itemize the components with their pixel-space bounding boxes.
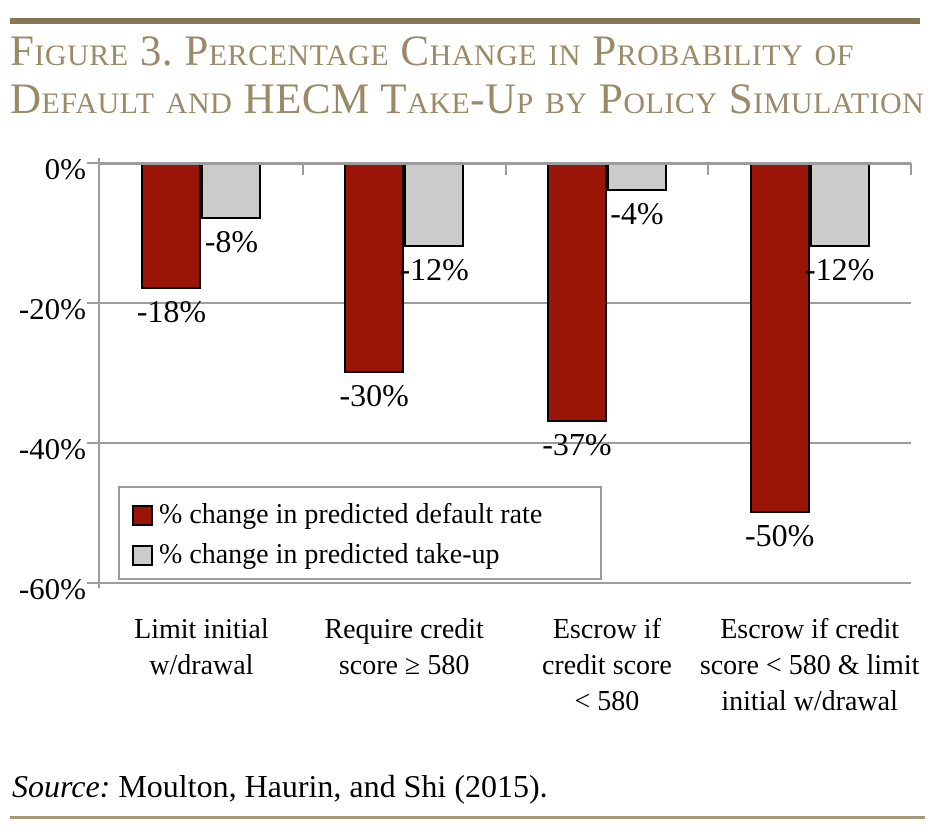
legend-item-take-up: % change in predicted take-up: [132, 535, 600, 575]
y-axis-tick: [87, 302, 100, 304]
legend-item-default-rate: % change in predicted default rate: [132, 495, 600, 535]
category-boundary-tick: [910, 163, 912, 175]
source-text: Moulton, Haurin, and Shi (2015).: [110, 768, 548, 804]
category-label-1: Limit initial w/drawal: [134, 614, 269, 681]
y-axis-tick: [87, 162, 100, 164]
gridline--60%: [100, 582, 911, 584]
category-label-4: Escrow if credit score < 580 & limit ini…: [699, 614, 920, 717]
bar-value-label: -12%: [804, 251, 875, 287]
default-rate-swatch-icon: [132, 504, 153, 526]
bar-value-label: -18%: [136, 293, 207, 329]
y-tick-label: -20%: [18, 291, 86, 326]
category-boundary-tick: [504, 163, 507, 175]
take-up-bar-1: [201, 163, 262, 219]
default-rate-bar-4: [749, 163, 810, 513]
figure-title: Figure 3. Percentage Change in Probabili…: [10, 28, 940, 124]
y-axis-tick: [87, 442, 100, 444]
take-up-bar-4: [809, 163, 870, 247]
category-boundary-tick: [707, 163, 710, 175]
default-rate-bar-1: [141, 163, 202, 289]
take-up-bar-2: [404, 163, 465, 247]
bar-value-label: -4%: [610, 195, 664, 231]
take-up-bar-3: [606, 163, 667, 191]
category-label-3: Escrow if credit score < 580: [541, 614, 672, 717]
gridline--20%: [100, 302, 911, 304]
take-up-swatch-icon: [132, 544, 153, 566]
legend-label-take-up: % change in predicted take-up: [159, 539, 500, 570]
source-note: Source: Moulton, Haurin, and Shi (2015).: [12, 768, 548, 805]
y-tick-label: -40%: [18, 431, 86, 466]
y-axis-line: [98, 158, 100, 588]
y-axis-tick: [87, 582, 100, 584]
figure-title-line2: Default and HECM Take-Up by Policy Simul…: [10, 76, 925, 123]
source-prefix: Source:: [12, 768, 111, 804]
category-label-2: Require credit score ≥ 580: [324, 614, 484, 681]
legend-label-default-rate: % change in predicted default rate: [159, 499, 543, 530]
y-tick-label: 0%: [44, 151, 86, 186]
chart-legend: % change in predicted default rate % cha…: [118, 486, 602, 580]
y-tick-label: -60%: [18, 571, 86, 606]
bar-value-label: -12%: [399, 251, 469, 287]
top-divider-rule: [10, 18, 920, 24]
bar-value-label: -37%: [542, 426, 612, 462]
default-rate-bar-2: [344, 163, 405, 373]
category-boundary-tick: [301, 163, 304, 175]
bar-value-label: -8%: [204, 223, 259, 259]
gridline--40%: [100, 442, 911, 444]
figure-title-line1: Figure 3. Percentage Change in Probabili…: [10, 28, 854, 75]
bar-value-label: -50%: [744, 517, 815, 553]
bottom-divider-rule: [10, 816, 925, 819]
bar-value-label: -30%: [339, 377, 409, 413]
